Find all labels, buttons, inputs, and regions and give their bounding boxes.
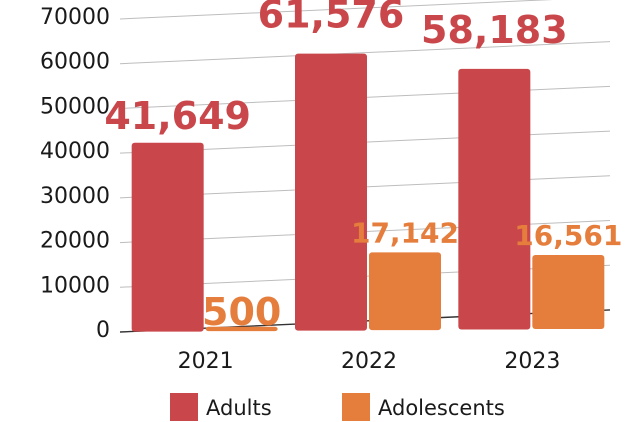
y-tick-label: 20000 [40, 229, 110, 254]
legend-swatch-adolescents [342, 393, 370, 421]
y-tick-label: 60000 [40, 50, 110, 75]
bar-adults-2022 [295, 53, 367, 331]
bar-adolescents-2021 [205, 326, 278, 332]
y-axis: 0 10000 20000 30000 40000 50000 60000 70000 [40, 5, 110, 343]
legend-swatch-adults [170, 393, 198, 421]
y-tick-label: 30000 [40, 184, 110, 209]
x-tick-label: 2021 [178, 349, 234, 374]
data-label-adolescents-2022: 17,142 [351, 216, 459, 249]
data-label-adults-2022: 61,576 [258, 0, 405, 37]
y-tick-label: 40000 [40, 139, 110, 164]
bar-adolescents-2023 [532, 254, 605, 329]
x-tick-label: 2022 [341, 349, 397, 374]
legend-label-adolescents: Adolescents [378, 396, 505, 420]
bar-adults-2023 [458, 68, 531, 330]
legend: Adults Adolescents [170, 393, 505, 421]
legend-item-adolescents: Adolescents [342, 393, 505, 421]
legend-label-adults: Adults [206, 396, 272, 420]
y-tick-label: 10000 [40, 273, 110, 298]
data-label-adults-2021: 41,649 [104, 94, 251, 138]
y-tick-label: 50000 [40, 94, 110, 119]
x-axis: 2021 2022 2023 [178, 349, 561, 374]
data-label-adolescents-2021: 500 [202, 290, 281, 334]
legend-item-adults: Adults [170, 393, 272, 421]
data-labels: 41,649 500 61,576 17,142 58,183 16,561 [104, 0, 622, 334]
x-tick-label: 2023 [504, 349, 560, 374]
data-label-adolescents-2023: 16,561 [514, 219, 622, 252]
gridline [119, 41, 611, 65]
bars [131, 53, 605, 332]
y-tick-label: 0 [96, 318, 110, 343]
bar-adults-2021 [131, 142, 204, 332]
bar-adolescents-2022 [369, 252, 441, 331]
gridline [119, 0, 554, 20]
data-label-adults-2023: 58,183 [421, 8, 568, 52]
y-tick-label: 70000 [40, 5, 110, 30]
